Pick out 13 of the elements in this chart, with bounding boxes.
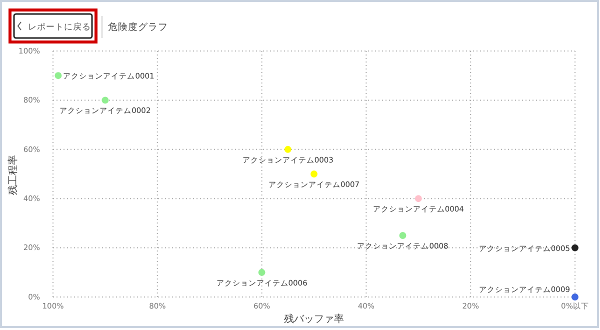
point bbox=[399, 232, 406, 239]
text: レポートに戻る bbox=[28, 22, 91, 32]
x-axis-title: 残バッファ率 bbox=[284, 313, 344, 325]
point bbox=[414, 195, 422, 202]
point bbox=[54, 72, 62, 80]
point bbox=[284, 146, 292, 153]
point bbox=[572, 294, 578, 300]
point bbox=[102, 96, 109, 104]
y-axis-title: 残工程率 bbox=[7, 155, 19, 195]
point bbox=[258, 268, 266, 276]
point bbox=[572, 244, 578, 252]
chart-title: 危険度グラフ bbox=[108, 21, 168, 33]
point bbox=[310, 170, 318, 178]
